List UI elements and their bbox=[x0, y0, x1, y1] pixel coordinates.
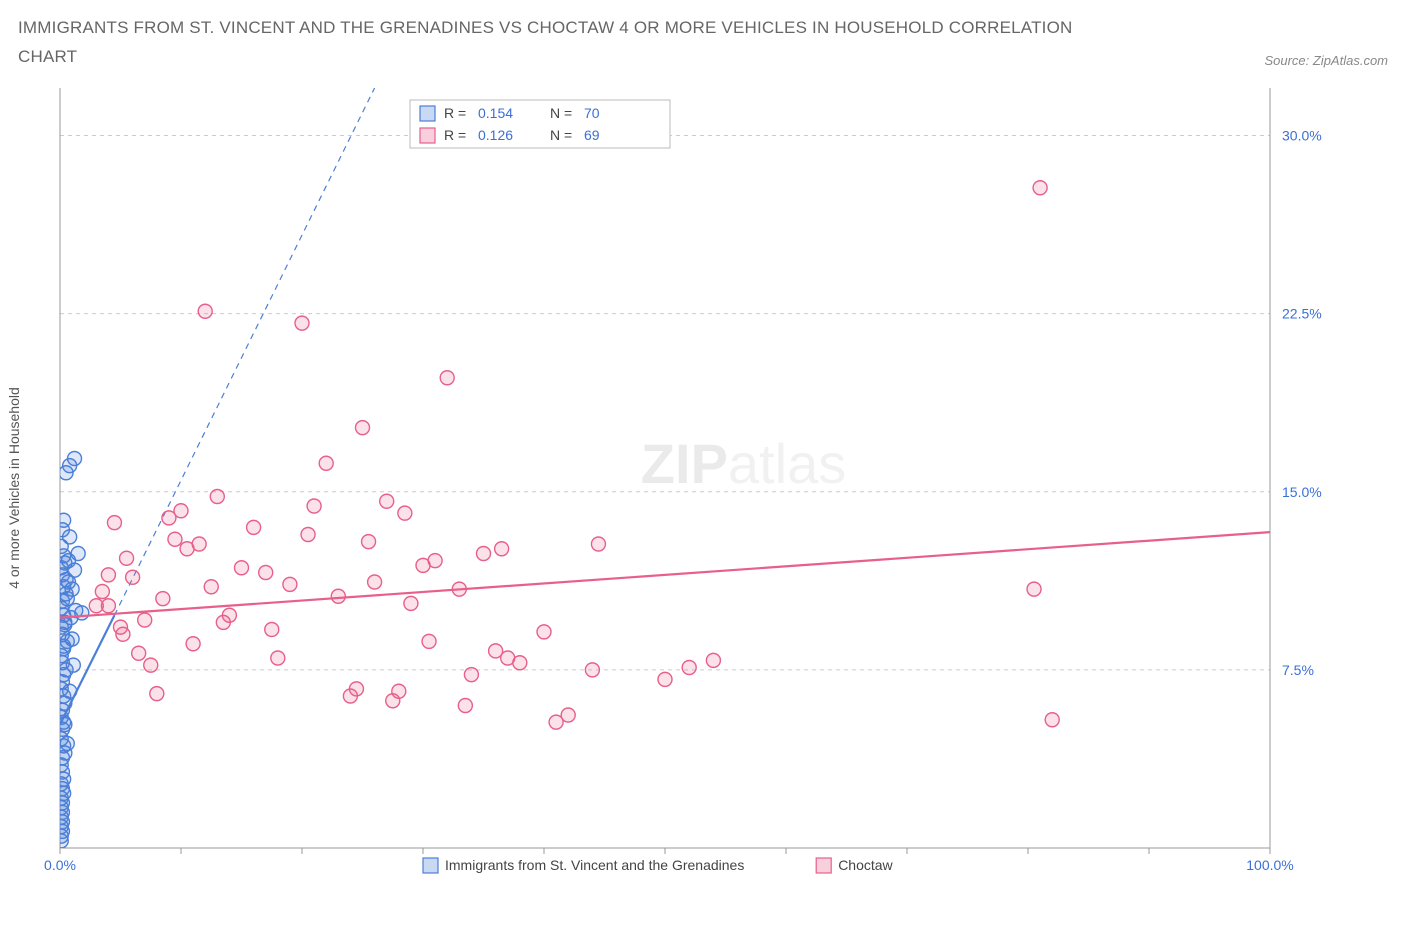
chart-title: IMMIGRANTS FROM ST. VINCENT AND THE GREN… bbox=[18, 14, 1118, 72]
data-point bbox=[307, 499, 321, 513]
legend-n-value: 70 bbox=[584, 105, 600, 121]
data-point bbox=[1027, 582, 1041, 596]
data-point bbox=[210, 489, 224, 503]
data-point bbox=[591, 537, 605, 551]
data-point bbox=[150, 686, 164, 700]
legend-swatch bbox=[816, 858, 831, 873]
data-point bbox=[356, 420, 370, 434]
y-tick-label: 30.0% bbox=[1282, 127, 1322, 143]
data-point bbox=[116, 627, 130, 641]
data-point bbox=[301, 527, 315, 541]
data-point bbox=[186, 637, 200, 651]
data-point bbox=[144, 658, 158, 672]
data-point bbox=[60, 736, 74, 750]
data-point bbox=[75, 606, 89, 620]
legend-n-label: N = bbox=[550, 105, 572, 121]
legend-swatch bbox=[420, 106, 435, 121]
data-point bbox=[404, 596, 418, 610]
data-point bbox=[101, 599, 115, 613]
data-point bbox=[477, 546, 491, 560]
legend-r-value: 0.126 bbox=[478, 127, 513, 143]
data-point bbox=[120, 551, 134, 565]
y-axis-label: 4 or more Vehicles in Household bbox=[6, 387, 22, 589]
data-point bbox=[247, 520, 261, 534]
data-point bbox=[265, 622, 279, 636]
data-point bbox=[561, 708, 575, 722]
data-point bbox=[440, 371, 454, 385]
legend-series-label: Choctaw bbox=[838, 857, 893, 873]
data-point bbox=[192, 537, 206, 551]
legend-r-value: 0.154 bbox=[478, 105, 513, 121]
data-point bbox=[464, 667, 478, 681]
x-tick-label: 0.0% bbox=[44, 857, 76, 873]
legend-r-label: R = bbox=[444, 127, 466, 143]
y-tick-label: 15.0% bbox=[1282, 484, 1322, 500]
y-tick-label: 7.5% bbox=[1282, 662, 1314, 678]
watermark: ZIPatlas bbox=[641, 432, 846, 495]
data-point bbox=[235, 561, 249, 575]
data-point bbox=[362, 534, 376, 548]
legend-n-value: 69 bbox=[584, 127, 600, 143]
data-point bbox=[585, 663, 599, 677]
data-point bbox=[428, 553, 442, 567]
legend-r-label: R = bbox=[444, 105, 466, 121]
data-point bbox=[198, 304, 212, 318]
data-point bbox=[101, 568, 115, 582]
trend-line-extension bbox=[114, 88, 374, 615]
data-point bbox=[66, 658, 80, 672]
x-tick-label: 100.0% bbox=[1246, 857, 1293, 873]
data-point bbox=[537, 625, 551, 639]
data-point bbox=[349, 682, 363, 696]
data-point bbox=[138, 613, 152, 627]
data-point bbox=[174, 504, 188, 518]
data-point bbox=[71, 546, 85, 560]
data-point bbox=[283, 577, 297, 591]
data-point bbox=[156, 591, 170, 605]
data-point bbox=[259, 565, 273, 579]
data-point bbox=[458, 698, 472, 712]
data-point bbox=[513, 656, 527, 670]
data-point bbox=[57, 513, 71, 527]
data-point bbox=[222, 608, 236, 622]
data-point bbox=[658, 672, 672, 686]
legend-swatch bbox=[423, 858, 438, 873]
data-point bbox=[168, 532, 182, 546]
data-point bbox=[1033, 181, 1047, 195]
data-point bbox=[368, 575, 382, 589]
data-point bbox=[107, 515, 121, 529]
data-point bbox=[295, 316, 309, 330]
data-point bbox=[422, 634, 436, 648]
data-point bbox=[682, 660, 696, 674]
data-point bbox=[126, 570, 140, 584]
legend-n-label: N = bbox=[550, 127, 572, 143]
data-point bbox=[65, 632, 79, 646]
data-point bbox=[706, 653, 720, 667]
data-point bbox=[380, 494, 394, 508]
data-point bbox=[398, 506, 412, 520]
data-point bbox=[1045, 713, 1059, 727]
series-legend: Immigrants from St. Vincent and the Gren… bbox=[423, 857, 894, 873]
legend-swatch bbox=[420, 128, 435, 143]
data-point bbox=[95, 584, 109, 598]
data-point bbox=[319, 456, 333, 470]
legend-series-label: Immigrants from St. Vincent and the Gren… bbox=[445, 857, 744, 873]
data-point bbox=[331, 589, 345, 603]
data-point bbox=[204, 580, 218, 594]
data-point bbox=[392, 684, 406, 698]
correlation-scatter-chart: 0.0% 100.0% 7.5% 15.0% 22.5% 30.0% ZIPatlas R =… bbox=[18, 78, 1348, 898]
source-label: Source: ZipAtlas.com bbox=[1264, 53, 1388, 72]
data-point bbox=[132, 646, 146, 660]
data-point bbox=[271, 651, 285, 665]
y-tick-label: 22.5% bbox=[1282, 305, 1322, 321]
data-point bbox=[495, 542, 509, 556]
data-point bbox=[68, 451, 82, 465]
